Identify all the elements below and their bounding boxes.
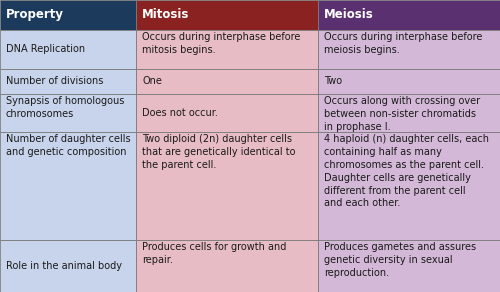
Bar (136, 94, 318, 132)
Text: 4 haploid (n) daughter cells, each
containing half as many
chromosomes as the pa: 4 haploid (n) daughter cells, each conta… (324, 134, 489, 208)
Text: Produces gametes and assures
genetic diversity in sexual
reproduction.: Produces gametes and assures genetic div… (324, 242, 476, 278)
Text: Occurs during interphase before
meiosis begins.: Occurs during interphase before meiosis … (324, 32, 482, 55)
Text: Occurs during interphase before
mitosis begins.: Occurs during interphase before mitosis … (142, 32, 300, 55)
Text: Synapsis of homologous
chromosomes: Synapsis of homologous chromosomes (6, 96, 124, 119)
Bar (0, 132, 136, 240)
Bar (136, 0, 318, 30)
Bar (0, 69, 136, 94)
Text: One: One (142, 77, 162, 86)
Bar (318, 240, 500, 292)
Text: Produces cells for growth and
repair.: Produces cells for growth and repair. (142, 242, 286, 265)
Text: Number of divisions: Number of divisions (6, 77, 103, 86)
Text: Number of daughter cells
and genetic composition: Number of daughter cells and genetic com… (6, 134, 130, 157)
Bar (0, 240, 136, 292)
Text: Occurs along with crossing over
between non-sister chromatids
in prophase I.: Occurs along with crossing over between … (324, 96, 480, 132)
Text: Meiosis: Meiosis (324, 8, 374, 22)
Bar (136, 69, 318, 94)
Text: Two: Two (324, 77, 342, 86)
Text: Mitosis: Mitosis (142, 8, 190, 22)
Bar (0, 0, 136, 30)
Bar (318, 69, 500, 94)
Bar (318, 132, 500, 240)
Text: DNA Replication: DNA Replication (6, 44, 85, 54)
Text: Does not occur.: Does not occur. (142, 108, 218, 118)
Bar (136, 132, 318, 240)
Bar (0, 30, 136, 69)
Bar (136, 30, 318, 69)
Bar (0, 94, 136, 132)
Bar (318, 0, 500, 30)
Text: Two diploid (2n) daughter cells
that are genetically identical to
the parent cel: Two diploid (2n) daughter cells that are… (142, 134, 296, 170)
Bar (136, 240, 318, 292)
Bar (318, 94, 500, 132)
Text: Role in the animal body: Role in the animal body (6, 261, 122, 271)
Text: Property: Property (6, 8, 64, 22)
Bar (318, 30, 500, 69)
